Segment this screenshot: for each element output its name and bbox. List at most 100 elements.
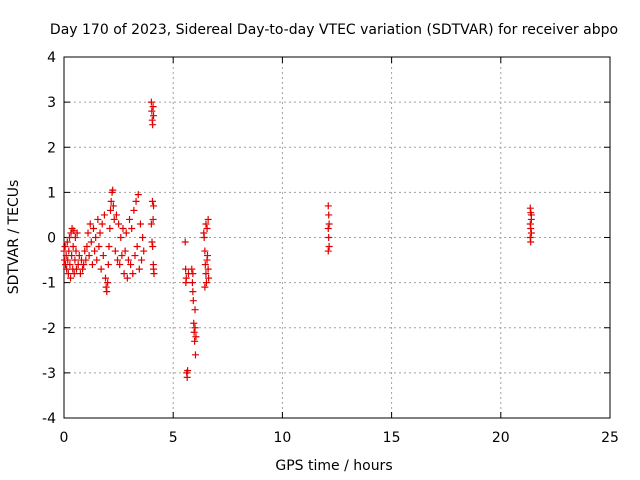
data-point [203, 224, 211, 232]
data-point [65, 247, 73, 255]
data-point [64, 270, 72, 278]
data-point [136, 220, 144, 228]
data-point [86, 220, 94, 228]
data-point [134, 191, 142, 199]
data-point [87, 238, 95, 246]
data-point [182, 265, 190, 273]
data-point [124, 256, 132, 264]
chart-title: Day 170 of 2023, Sidereal Day-to-day VTE… [50, 22, 618, 38]
data-point [192, 333, 200, 341]
data-point [191, 306, 199, 314]
data-point [115, 220, 123, 228]
data-point [130, 206, 138, 214]
data-point [84, 229, 92, 237]
data-point [111, 247, 119, 255]
y-tick-label: 0 [47, 231, 56, 247]
data-point [114, 256, 122, 264]
data-point [64, 256, 72, 264]
data-point [181, 238, 189, 246]
data-point [106, 224, 114, 232]
data-point [120, 270, 128, 278]
data-point [147, 220, 155, 228]
data-point [325, 220, 333, 228]
data-point [325, 243, 333, 251]
data-point [189, 288, 197, 296]
data-point [190, 328, 198, 336]
data-point [191, 324, 199, 332]
data-point [61, 243, 69, 251]
y-tick-label: 4 [47, 50, 56, 66]
data-point [112, 211, 120, 219]
data-point [128, 224, 136, 232]
data-point [149, 215, 157, 223]
data-point [182, 279, 190, 287]
data-point [63, 238, 71, 246]
data-point [68, 252, 76, 260]
data-point [92, 234, 100, 241]
data-point [203, 256, 211, 264]
data-point [205, 274, 213, 282]
data-point [149, 243, 157, 251]
data-point [139, 234, 147, 241]
data-point [126, 215, 134, 223]
data-point [107, 206, 115, 214]
data-point [188, 265, 196, 273]
data-point [103, 288, 111, 296]
data-point [190, 319, 198, 327]
data-point [129, 270, 137, 278]
data-point [89, 224, 97, 232]
data-point [200, 234, 208, 241]
data-point [121, 247, 129, 255]
data-point [80, 261, 88, 269]
data-point [148, 107, 156, 115]
data-point [131, 252, 139, 260]
data-point [76, 270, 84, 278]
y-tick-labels: -4 -3 -2 -1 0 1 2 3 4 [42, 50, 56, 427]
x-tick-label: 25 [601, 430, 619, 446]
data-point [325, 234, 333, 241]
data-point [150, 202, 158, 210]
data-point [73, 229, 81, 237]
data-point [135, 265, 143, 273]
data-point [99, 252, 107, 260]
data-point [133, 243, 141, 251]
x-tick-labels: 0 5 10 15 20 25 [60, 430, 619, 446]
data-point [72, 247, 80, 255]
data-point [70, 270, 78, 278]
data-point [201, 283, 209, 291]
data-point [527, 238, 535, 246]
y-tick-label: -3 [42, 366, 56, 382]
data-point [147, 98, 155, 106]
data-point [95, 243, 103, 251]
data-point [202, 220, 210, 228]
data-points [60, 98, 535, 381]
data-point [204, 215, 212, 223]
data-point [122, 229, 130, 237]
y-tick-label: -2 [42, 321, 56, 337]
axis-ticks [63, 56, 611, 419]
data-point [71, 234, 79, 241]
data-point [93, 256, 101, 264]
data-point [148, 197, 156, 205]
y-tick-label: 2 [47, 140, 56, 156]
data-point [105, 243, 113, 251]
data-point [100, 211, 108, 219]
data-point [104, 279, 112, 287]
data-point [148, 238, 156, 246]
x-tick-label: 0 [60, 430, 69, 446]
data-point [184, 367, 192, 375]
y-tick-label: -1 [42, 276, 56, 292]
data-point [66, 261, 74, 269]
data-point [102, 283, 110, 291]
data-point [150, 265, 158, 273]
grid-lines [64, 57, 610, 418]
data-point [63, 265, 71, 273]
data-point [79, 265, 87, 273]
data-point [527, 229, 535, 237]
y-tick-label: 1 [47, 185, 56, 201]
data-point [202, 270, 210, 278]
x-tick-label: 15 [383, 430, 401, 446]
data-point [71, 256, 79, 264]
data-point [109, 186, 117, 194]
data-point [91, 247, 99, 255]
